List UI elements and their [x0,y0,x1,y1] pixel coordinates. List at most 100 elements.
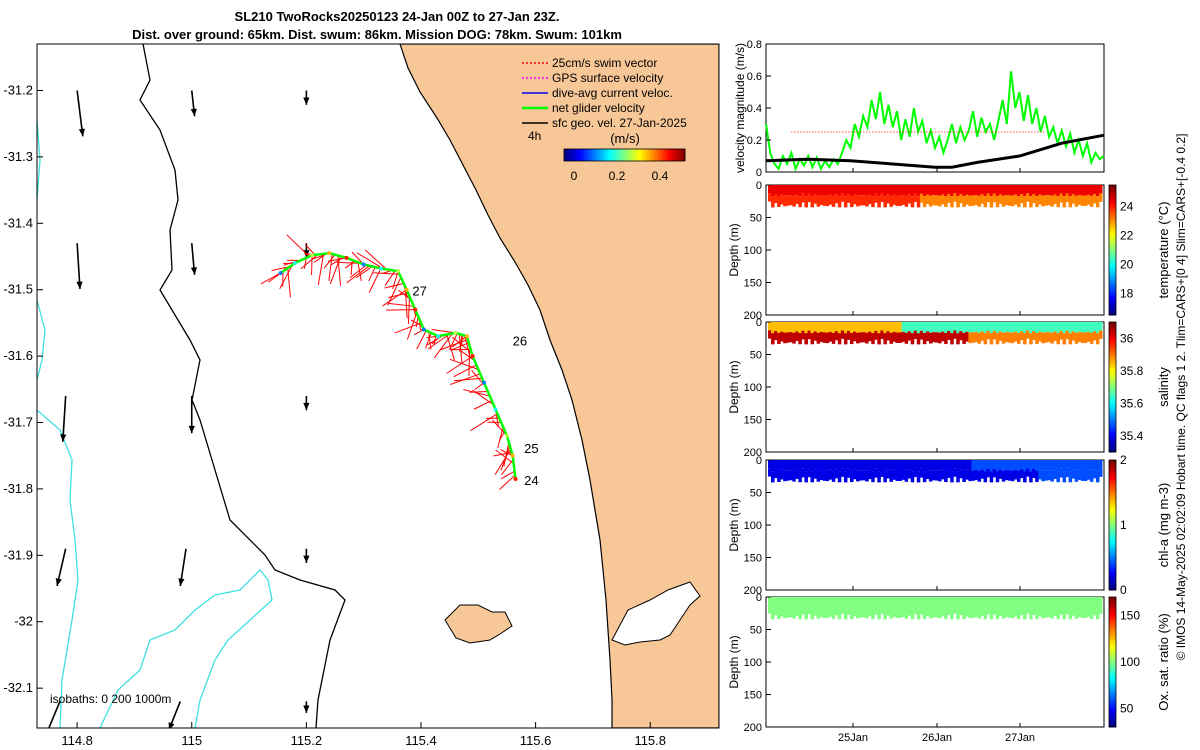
profile-colorbar-tick: 36 [1120,331,1134,345]
profile-cell [1026,468,1030,477]
profile-cell [853,185,857,195]
profile-cell [1062,460,1067,472]
profile-cell [1001,597,1006,608]
profile-cell [1029,471,1033,483]
profile-cell [849,196,854,208]
profile-cell [922,471,927,483]
profile-cell [1047,322,1051,333]
profile-cell [868,322,872,332]
colorbar-segment [660,149,664,161]
chart-subtitle: Dist. over ground: 65km. Dist. swum: 86k… [132,27,622,42]
profile-cell [1023,608,1027,620]
profile-cell [807,605,812,615]
profile-cell [1068,597,1073,609]
profile-cell [1050,460,1054,471]
profile-cell [1013,606,1018,617]
profile-cell [925,331,930,342]
profile-colorbar-segment [1109,413,1116,417]
profile-cell [1004,607,1009,618]
map-ytick-label: -31.9 [3,547,33,562]
profile-cell [1080,195,1085,206]
profile-cell [837,196,842,208]
profile-cell [1095,471,1100,483]
profile-cell [877,333,881,345]
profile-cell [859,332,863,343]
profile-cell [825,460,830,471]
profile-cell [1050,185,1054,196]
profile-cell [901,185,906,195]
profile-cell [974,185,979,196]
profile-colorbar-segment [1109,554,1116,558]
profile-cell [862,607,866,618]
profile-colorbar-segment [1109,380,1116,385]
profile-colorbar-segment [1109,534,1116,539]
profile-colorbar-segment [1109,616,1116,621]
profile-colorbar-segment [1109,198,1116,202]
profile-colorbar-segment [1109,626,1116,630]
profile-cell [998,597,1003,607]
swim-vector [499,449,513,457]
profile-cell [1020,469,1024,479]
profile-cell [1016,460,1021,471]
profile-colorbar-segment [1109,486,1116,490]
track-point [510,453,515,458]
profile-cell [771,471,775,483]
profile-cell [1044,470,1048,481]
profile-cell [992,460,997,469]
profile-colorbar-segment [1109,710,1116,715]
profile-cell [983,196,988,208]
profile-colorbar-segment [1109,201,1116,205]
profile-cell [783,322,787,333]
swim-vector [433,333,453,359]
profile-colorbar-segment [1109,632,1116,637]
profile-cell [1050,470,1054,482]
profile-colorbar-segment [1109,341,1116,346]
profile-cell [980,460,985,470]
profile-cell [1053,185,1057,195]
colorbar-segment [570,149,573,161]
profile-cell [1074,460,1079,471]
colorbar-segment [666,149,670,161]
track-point [413,307,418,312]
profile-cell [986,597,991,606]
profile-cell [907,460,912,470]
profile-cell [768,468,772,477]
profile-cell [959,597,963,607]
profile-cell [1020,185,1024,195]
profile-cell [828,322,833,332]
profile-cell [1074,470,1079,482]
profile-cell [1068,460,1073,472]
profile-cell [1013,194,1018,205]
profile-cell [1013,597,1018,607]
colorbar-segment [588,149,591,161]
profile-cell [804,185,808,197]
profile-cell [971,332,975,343]
profile-colorbar-segment [1109,697,1116,702]
profile-cell [938,195,942,207]
colorbar-segment [658,149,662,161]
map-panel: 27 26 25 24 114.8 115 115.2 115.4 115.6 115.8 -3… [3,43,720,748]
profile-colorbar-segment [1109,701,1116,705]
profile-cell [874,468,878,478]
profile-colorbar-segment [1109,512,1116,516]
profile-colorbar-tick: 20 [1120,257,1134,271]
profile-cell [1074,185,1079,196]
profile-cell [822,322,827,333]
profile-cell [962,185,966,196]
day-label: 26 [513,334,527,349]
profile-cell [1032,330,1036,340]
profile-cell [1010,597,1015,608]
profile-cell [913,185,918,194]
profile-cell [859,195,863,206]
profile-cell [1029,333,1033,345]
profile-cell [849,333,854,345]
profile-cell [947,468,951,478]
profile-cell [1065,322,1070,331]
profile-cell [883,608,887,620]
profile-cell [1016,185,1021,196]
profile-cell [1080,185,1085,196]
colorbar-segment [636,149,640,161]
profile-cell [813,331,818,341]
profile-cell [859,607,863,618]
